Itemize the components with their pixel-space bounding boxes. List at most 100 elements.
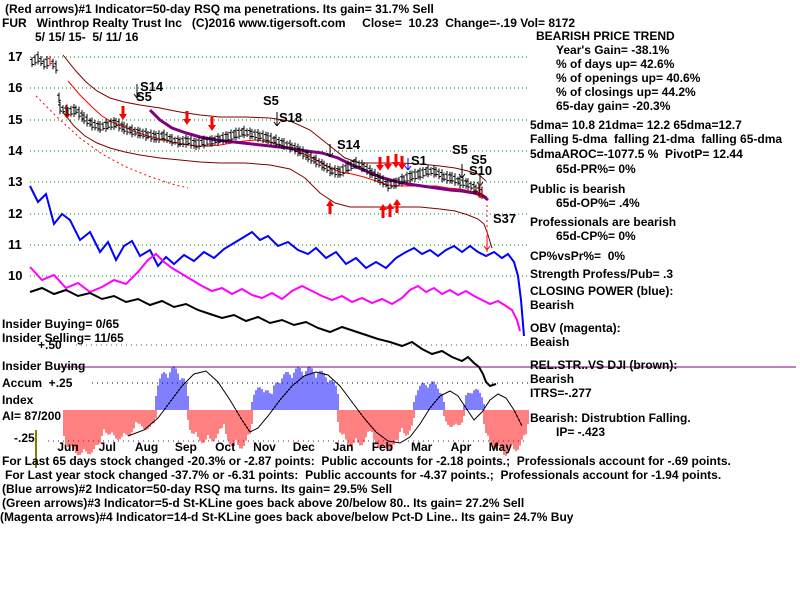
analysis-line: Bearish [530, 298, 575, 312]
red-down-arrow-head [392, 162, 400, 168]
thin-arrow-head [458, 173, 463, 179]
signal-label-S5: S5 [136, 89, 152, 104]
red-down-arrow-head [208, 125, 216, 131]
month-tick-label: Jan [332, 440, 354, 454]
price-tick-label: 10 [8, 268, 23, 283]
left-label: Index [2, 393, 34, 407]
thin-arrow-head [326, 152, 331, 158]
signal-label-S1: S1 [411, 153, 427, 168]
analysis-line: Professionals are bearish [530, 215, 677, 229]
thin-arrow-head [476, 193, 481, 199]
price-tick-label: 12 [8, 206, 23, 221]
footer-line: (Green arrows)#3 Indicator=5-d St-KLine … [2, 496, 525, 510]
month-tick-label: Feb [371, 440, 394, 454]
thin-arrow-head [404, 165, 409, 171]
footer-line: For Last year stock changed -37.7% or -6… [5, 468, 722, 482]
month-tick-label: Jun [57, 440, 79, 454]
thin-arrow-head [329, 152, 334, 158]
left-label: Insider Buying [2, 359, 86, 373]
left-label: +.50 [38, 338, 62, 352]
signal-label-S18: S18 [279, 110, 303, 125]
analysis-line: 65-day gain= -20.3% [556, 99, 671, 113]
price-tick-label: 15 [8, 112, 23, 127]
thin-arrow-head [133, 93, 138, 99]
left-label: Insider Buying= 0/65 [2, 317, 120, 331]
red-up-arrow-head [386, 203, 394, 209]
signal-label-S37: S37 [493, 211, 517, 226]
analysis-line: ITRS=-.277 [530, 386, 592, 400]
analysis-line: Bearish: Distrubtion Falling. [530, 411, 691, 425]
left-label: Accum +.25 [2, 376, 73, 390]
closing-power-line [29, 185, 525, 337]
month-tick-label: Dec [292, 440, 315, 454]
left-label: -.25 [14, 431, 35, 445]
analysis-line: % of days up= 42.6% [556, 57, 675, 71]
signal-label-S10: S10 [469, 163, 493, 178]
red-down-arrow-head [398, 164, 406, 170]
analysis-line: CP%vsPr%= 0% [530, 249, 626, 263]
month-tick-label: Apr [450, 440, 472, 454]
price-tick-label: 13 [8, 174, 23, 189]
month-tick-label: Oct [215, 440, 236, 454]
ticker-title-line: FUR Winthrop Realty Trust Inc (C)2016 ww… [2, 16, 576, 30]
analysis-line: Public is bearish [530, 182, 626, 196]
left-label: Insider Selling= 11/65 [2, 331, 124, 345]
month-tick-label: Sep [174, 440, 197, 454]
analysis-line: 65d-CP%= 0% [556, 229, 636, 243]
thin-arrow-head [461, 173, 466, 179]
price-tick-label: 11 [8, 237, 22, 252]
price-tick-label: 17 [8, 49, 23, 64]
relative-strength-line [29, 286, 497, 388]
analysis-line: IP= -.423 [556, 425, 606, 439]
price-tick-label: 14 [8, 143, 23, 158]
analysis-line: Year's Gain= -38.1% [556, 43, 670, 57]
date-range: 5/ 15/ 15- 5/ 11/ 16 [35, 30, 139, 44]
analysis-line: % of closings up= 44.2% [556, 85, 696, 99]
indicator1-header: (Red arrows)#1 Indicator=50-day RSQ ma p… [5, 2, 434, 16]
red-down-arrow-head [376, 165, 384, 171]
analysis-line: Strength Profess/Pub= .3 [530, 267, 674, 281]
thin-arrow-head [273, 121, 278, 127]
month-tick-label: Jul [98, 440, 116, 454]
thin-arrow-head [486, 245, 491, 251]
analysis-line: % of openings up= 40.6% [556, 71, 701, 85]
signal-label-S5: S5 [263, 93, 279, 108]
analysis-line: Bearish [530, 372, 575, 386]
thin-arrow-head [483, 245, 488, 251]
thin-arrow-head [479, 193, 484, 199]
analysis-line: REL.STR..VS DJI (brown): [530, 358, 678, 372]
red-dotted-rsq-line [35, 95, 189, 189]
red-down-arrow-head [384, 164, 392, 170]
analysis-line: 5dma= 10.8 21dma= 12.2 65dma=12.7 [530, 118, 742, 132]
analysis-line: Falling 5-dma falling 21-dma falling 65-… [530, 132, 783, 146]
thin-arrow-head [136, 93, 141, 99]
footer-line: (Blue arrows)#2 Indicator=50-day RSQ ma … [2, 482, 393, 496]
red-down-arrow-head [183, 119, 191, 125]
analysis-line: BEARISH PRICE TREND [536, 29, 675, 43]
signal-label-S5: S5 [452, 142, 468, 157]
red-up-arrow-head [326, 200, 334, 206]
month-tick-label: Aug [134, 440, 159, 454]
50day-ma-thick [148, 108, 489, 202]
red-up-arrow-head [393, 199, 401, 205]
red-up-arrow-head [379, 204, 387, 210]
analysis-line: CLOSING POWER (blue): [530, 284, 674, 298]
signal-label-S5: S5 [471, 152, 487, 167]
footer-line: (Magenta arrows)#4 Indicator=14-d St-KLi… [0, 510, 574, 524]
red-down-arrow-head [119, 114, 127, 120]
analysis-line: 65d-OP%= .4% [556, 196, 640, 210]
lower-band-maroon [62, 111, 493, 249]
thin-arrow-head [407, 165, 412, 171]
month-tick-label: May [488, 440, 512, 454]
analysis-line: 65d-PR%= 0% [556, 162, 636, 176]
accum-smooth-line [127, 370, 523, 444]
analysis-line: OBV (magenta): [530, 321, 621, 335]
price-tick-label: 16 [8, 80, 23, 95]
footer-line: For Last 65 days stock changed -20.3% or… [2, 454, 731, 468]
analysis-line: Beaish [530, 335, 570, 349]
thin-arrow-head [63, 113, 68, 119]
month-tick-label: Mar [411, 440, 433, 454]
upper-band-maroon [62, 54, 487, 182]
obv-line [29, 252, 521, 332]
